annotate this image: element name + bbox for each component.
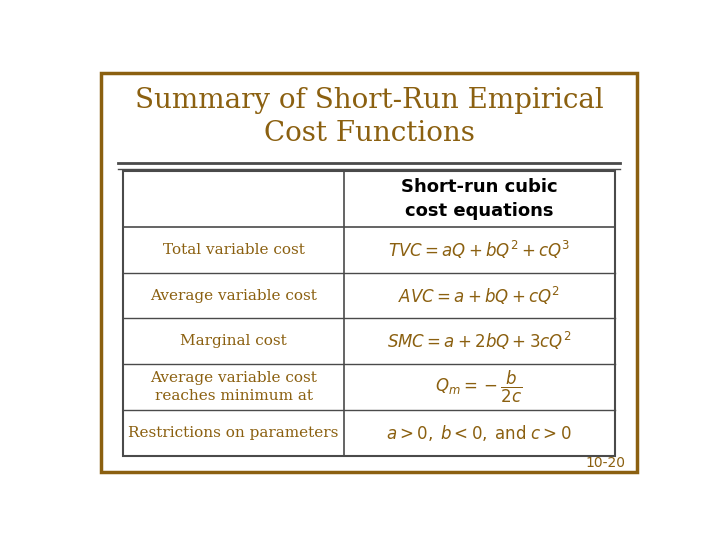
Text: $\mathit{Q}_m = -\dfrac{b}{2c}$: $\mathit{Q}_m = -\dfrac{b}{2c}$: [436, 369, 523, 405]
Text: Total variable cost: Total variable cost: [163, 243, 305, 257]
FancyBboxPatch shape: [101, 73, 637, 472]
Text: Average variable cost
reaches minimum at: Average variable cost reaches minimum at: [150, 371, 317, 403]
Text: Marginal cost: Marginal cost: [180, 334, 287, 348]
Text: $a > 0,\; b < 0,\; \mathrm{and}\; c > 0$: $a > 0,\; b < 0,\; \mathrm{and}\; c > 0$: [387, 423, 572, 443]
Text: $\mathit{SMC} = a + 2b\mathit{Q} + 3c\mathit{Q}^2$: $\mathit{SMC} = a + 2b\mathit{Q} + 3c\ma…: [387, 330, 572, 353]
Text: 10-20: 10-20: [585, 456, 626, 470]
Text: Short-run cubic
cost equations: Short-run cubic cost equations: [401, 178, 557, 220]
Text: Summary of Short-Run Empirical
Cost Functions: Summary of Short-Run Empirical Cost Func…: [135, 86, 603, 147]
Text: Average variable cost: Average variable cost: [150, 288, 317, 302]
Text: $\mathit{AVC} = a + b\mathit{Q} + c\mathit{Q}^2$: $\mathit{AVC} = a + b\mathit{Q} + c\math…: [398, 285, 560, 307]
Text: $\mathit{TVC} = a\mathit{Q} + b\mathit{Q}^2 + c\mathit{Q}^3$: $\mathit{TVC} = a\mathit{Q} + b\mathit{Q…: [388, 239, 570, 261]
Text: Restrictions on parameters: Restrictions on parameters: [128, 426, 339, 440]
FancyBboxPatch shape: [124, 171, 615, 456]
